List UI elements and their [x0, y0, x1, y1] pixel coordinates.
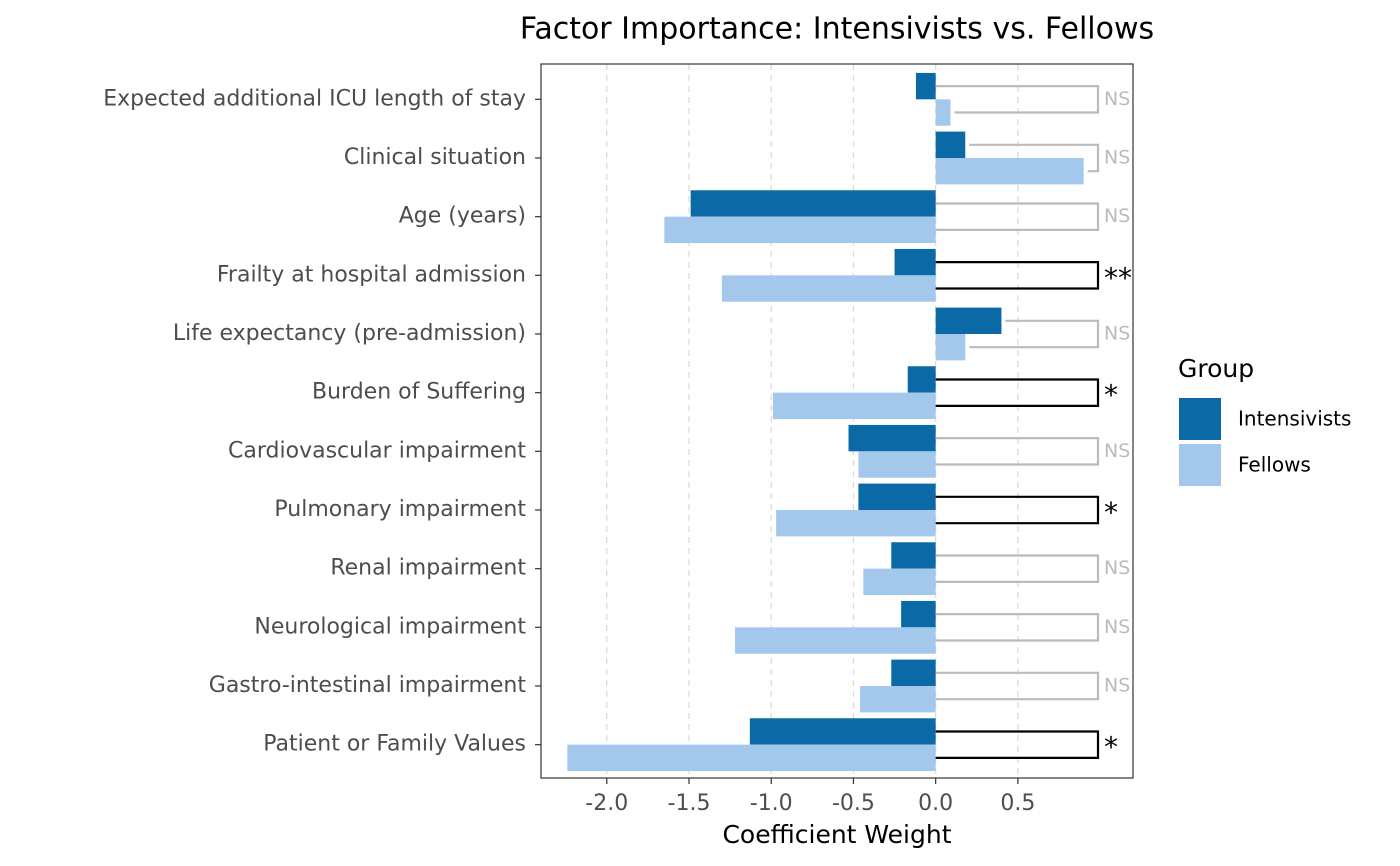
x-tick-label: -1.0 — [750, 791, 793, 816]
significance-bracket — [935, 554, 1100, 583]
bar — [749, 718, 936, 745]
significance-bracket — [935, 378, 1100, 407]
significance-bracket — [969, 143, 1100, 173]
bar — [848, 424, 936, 452]
y-tick-label: Neurological impairment — [254, 614, 526, 639]
significance-label: * — [1104, 496, 1118, 529]
bar — [860, 686, 936, 713]
bar — [690, 190, 936, 217]
y-tick-label: Expected additional ICU length of stay — [103, 86, 526, 111]
bar — [664, 216, 936, 244]
significance-label: NS — [1104, 616, 1130, 638]
significance-bracket — [935, 85, 1100, 114]
y-tick-label: Gastro-intestinal impairment — [209, 673, 527, 698]
significance-bracket — [935, 261, 1100, 290]
significance-label: NS — [1104, 675, 1130, 697]
bar — [721, 275, 936, 302]
significance-label: NS — [1104, 88, 1130, 110]
bar — [935, 307, 1002, 334]
bar — [776, 510, 936, 537]
y-tick-label: Pulmonary impairment — [274, 497, 526, 522]
y-tick-label: Patient or Family Values — [263, 732, 526, 757]
bar — [863, 568, 936, 596]
y-tick-label: Renal impairment — [330, 556, 526, 581]
x-tick-label: 0.0 — [918, 791, 953, 816]
bar — [894, 248, 936, 276]
significance-bracket — [969, 319, 1100, 349]
significance-label: NS — [1104, 323, 1130, 345]
significance-label: ** — [1104, 261, 1132, 294]
significance-label: * — [1104, 379, 1118, 412]
legend-label: Fellows — [1238, 453, 1311, 477]
y-tick-label: Burden of Suffering — [312, 380, 526, 405]
bar — [907, 366, 936, 393]
legend-label: Intensivists — [1238, 407, 1351, 431]
significance-label: NS — [1104, 205, 1130, 227]
x-tick-label: 0.5 — [1000, 791, 1035, 816]
bar — [915, 72, 936, 100]
chart-title: Factor Importance: Intensivists vs. Fell… — [520, 12, 1154, 47]
bar — [858, 483, 936, 510]
significance-bracket — [935, 202, 1100, 231]
y-tick-label: Cardiovascular impairment — [228, 438, 526, 463]
bar — [935, 334, 966, 361]
significance-bracket — [935, 613, 1100, 642]
legend-key — [1179, 444, 1221, 486]
y-tick-label: Age (years) — [399, 204, 526, 229]
significance-label: * — [1104, 731, 1118, 764]
panel-border — [540, 63, 1134, 779]
bar — [772, 392, 936, 420]
bar — [901, 600, 936, 628]
x-tick-label: -1.5 — [668, 791, 711, 816]
significance-label: NS — [1104, 440, 1130, 462]
significance-bracket — [935, 730, 1100, 759]
bar — [935, 131, 966, 158]
bar — [891, 542, 936, 569]
y-tick-label: Life expectancy (pre-admission) — [173, 321, 526, 346]
significance-label: NS — [1104, 557, 1130, 579]
significance-bracket — [935, 437, 1100, 466]
significance-label: NS — [1104, 147, 1130, 169]
bar — [735, 627, 936, 654]
x-tick-label: -0.5 — [832, 791, 875, 816]
bar — [567, 744, 936, 772]
bar — [891, 659, 936, 686]
y-tick-label: Clinical situation — [344, 145, 526, 170]
significance-bracket — [935, 495, 1100, 525]
x-axis-label: Coefficient Weight — [722, 820, 951, 849]
bar — [858, 451, 936, 478]
legend-title: Group — [1178, 354, 1254, 383]
bar — [935, 158, 1084, 185]
legend-key — [1179, 398, 1221, 440]
x-tick-label: -2.0 — [585, 791, 628, 816]
significance-bracket — [935, 671, 1100, 701]
bar — [935, 99, 951, 126]
y-tick-label: Frailty at hospital admission — [217, 262, 526, 287]
